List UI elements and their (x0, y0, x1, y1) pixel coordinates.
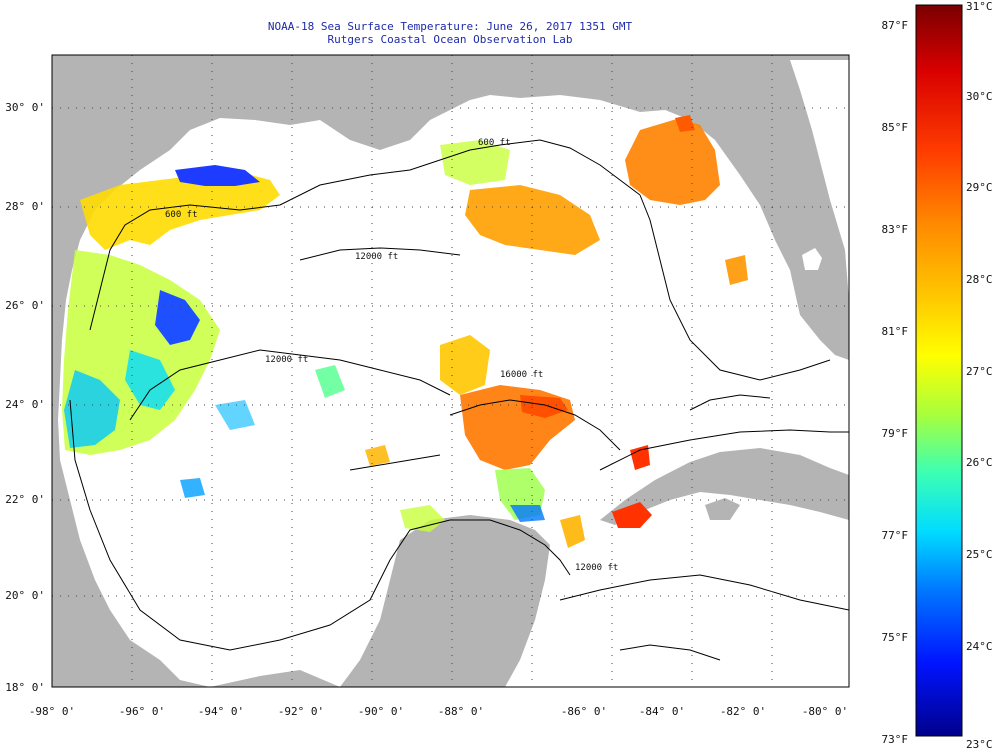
lon-tick: -80° 0' (801, 705, 849, 718)
lon-tick: -86° 0' (560, 705, 608, 718)
lat-tick: 28° 0' (5, 200, 45, 213)
contour-label: 12000 ft (265, 355, 309, 365)
contour-label: 12000 ft (575, 563, 619, 573)
colorbar-label-f: 79°F (881, 427, 909, 440)
land-mexico-south (210, 670, 340, 687)
colorbar (915, 4, 963, 737)
lat-tick: 20° 0' (5, 589, 45, 602)
lon-tick: -90° 0' (357, 705, 405, 718)
colorbar-label-f: 83°F (881, 223, 909, 236)
lat-tick: 22° 0' (5, 493, 45, 506)
contour-label: 16000 ft (500, 370, 544, 380)
lon-tick: -96° 0' (118, 705, 166, 718)
colorbar-label-c: 24°C (966, 640, 993, 653)
map-title: NOAA-18 Sea Surface Temperature: June 26… (267, 20, 633, 33)
land-cuba (600, 448, 849, 525)
colorbar-label-f: 81°F (881, 325, 909, 338)
land-yucatan (340, 515, 550, 687)
contour-label: 600 ft (165, 210, 198, 220)
colorbar-label-c: 25°C (966, 548, 993, 561)
depth-contours (69, 139, 849, 661)
lon-tick: -98° 0' (28, 705, 76, 718)
lat-tick: 24° 0' (5, 398, 45, 411)
lat-tick: 30° 0' (5, 101, 45, 114)
colorbar-label-c: 31°C (966, 0, 993, 13)
graticule (52, 55, 849, 687)
colorbar-label-c: 29°C (966, 181, 993, 194)
land-us-gulf-coast (52, 55, 849, 687)
colorbar-label-c: 23°C (966, 738, 993, 751)
contour-label: 12000 ft (355, 252, 399, 262)
land-cuba-isle (705, 498, 740, 520)
colorbar-label-c: 30°C (966, 90, 993, 103)
colorbar-label-c: 26°C (966, 456, 993, 469)
colorbar-label-f: 75°F (881, 631, 909, 644)
lat-tick: 18° 0' (5, 681, 45, 694)
lon-tick: -82° 0' (719, 705, 767, 718)
sst-patches (62, 115, 748, 548)
colorbar-label-f: 73°F (881, 733, 909, 746)
lake-okeechobee (802, 248, 822, 270)
lon-tick: -92° 0' (277, 705, 325, 718)
colorbar-label-c: 28°C (966, 273, 993, 286)
colorbar-label-f: 77°F (881, 529, 909, 542)
lat-tick: 26° 0' (5, 299, 45, 312)
lon-tick: -84° 0' (638, 705, 686, 718)
lon-tick: -94° 0' (197, 705, 245, 718)
colorbar-label-c: 27°C (966, 365, 993, 378)
colorbar-label-f: 87°F (881, 19, 909, 32)
colorbar-label-f: 85°F (881, 121, 909, 134)
contour-label: 600 ft (478, 138, 511, 148)
map-frame (51, 54, 850, 688)
map-subtitle: Rutgers Coastal Ocean Observation Lab (327, 33, 573, 46)
lon-tick: -88° 0' (437, 705, 485, 718)
